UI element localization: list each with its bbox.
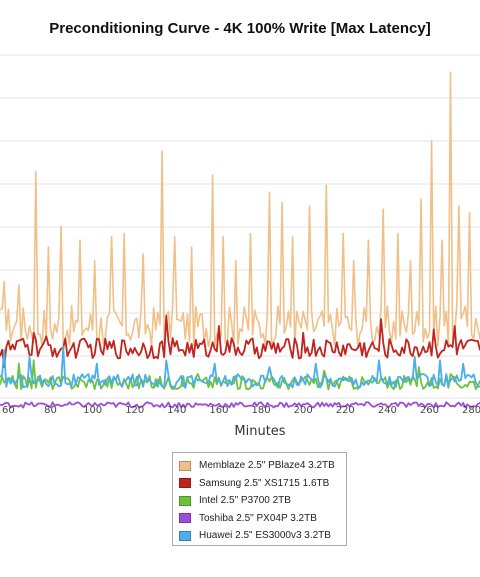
x-tick-label: 60 [2,405,15,416]
x-tick-label: 240 [378,405,397,416]
x-tick-label: 80 [44,405,57,416]
legend-item-memblaze[interactable]: Memblaze 2.5" PBlaze4 3.2TB [179,457,346,475]
x-tick-label: 100 [83,405,102,416]
legend-swatch [179,460,191,471]
legend-swatch [179,495,191,506]
legend-label: Toshiba 2.5" PX04P 3.2TB [199,512,317,524]
series-line-3 [0,401,480,409]
series-line-0 [0,71,480,348]
legend-item-huawei[interactable]: Huawei 2.5" ES3000v3 3.2TB [179,527,346,545]
legend-label: Memblaze 2.5" PBlaze4 3.2TB [199,460,335,472]
x-tick-label: 140 [167,405,186,416]
legend-swatch [179,530,191,541]
x-tick-label: 180 [252,405,271,416]
legend-label: Samsung 2.5" XS1715 1.6TB [199,477,330,489]
x-tick-label: 220 [336,405,355,416]
series-line-4 [0,345,480,389]
legend-item-samsung[interactable]: Samsung 2.5" XS1715 1.6TB [179,475,346,493]
x-tick-label: 160 [209,405,228,416]
x-tick-label: 200 [294,405,313,416]
legend-swatch [179,478,191,489]
chart-title: Preconditioning Curve - 4K 100% Write [M… [49,20,431,37]
x-axis-ticks: 60 80 100 120 140 160 180 200 220 240 260 280 [2,405,480,416]
legend-item-intel[interactable]: Intel 2.5" P3700 2TB [179,492,346,510]
series-line-1 [0,314,480,369]
legend-label: Intel 2.5" P3700 2TB [199,495,291,507]
series-layer [0,71,480,409]
legend: Memblaze 2.5" PBlaze4 3.2TB Samsung 2.5"… [172,452,347,546]
legend-item-toshiba[interactable]: Toshiba 2.5" PX04P 3.2TB [179,510,346,528]
x-axis-label: Minutes [234,424,286,439]
x-tick-label: 120 [125,405,144,416]
legend-label: Huawei 2.5" ES3000v3 3.2TB [199,530,331,542]
legend-swatch [179,513,191,524]
x-tick-label: 260 [420,405,439,416]
x-tick-label: 280 [462,405,480,416]
